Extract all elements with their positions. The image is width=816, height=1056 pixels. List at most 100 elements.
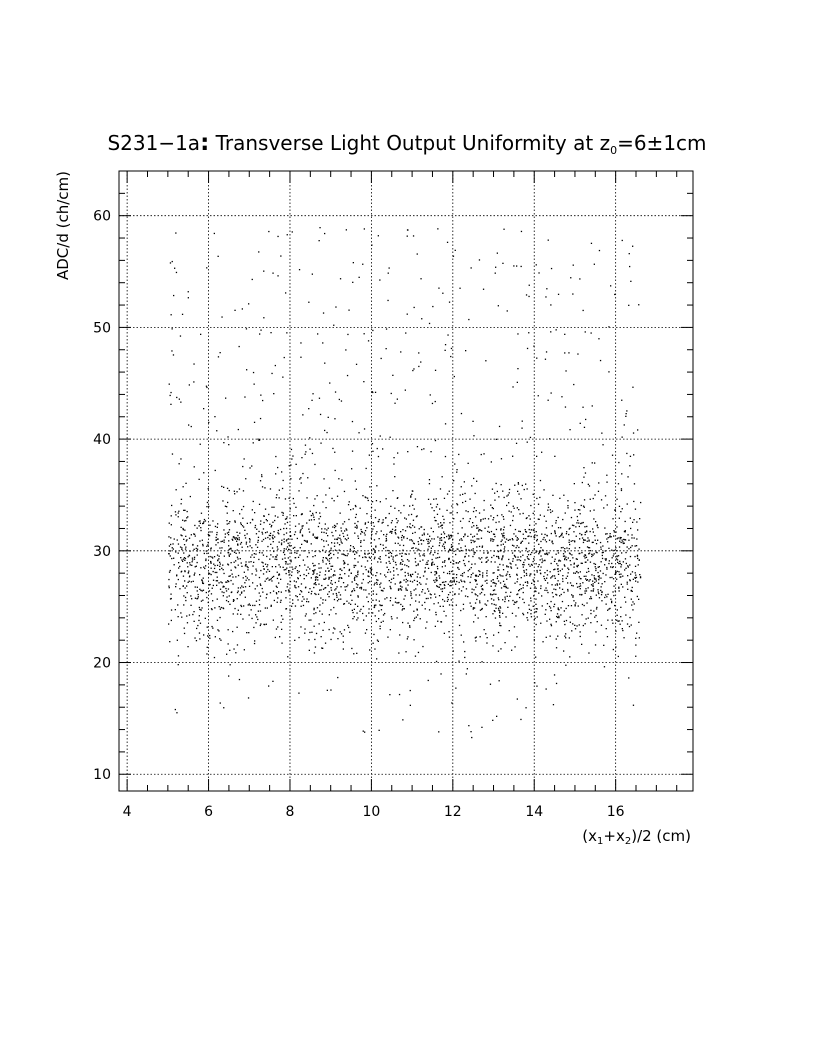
scatter-point [569, 582, 572, 584]
scatter-point [314, 576, 317, 578]
scatter-point [449, 537, 451, 539]
scatter-point [169, 598, 172, 600]
scatter-point [588, 485, 591, 487]
scatter-point [570, 540, 572, 542]
scatter-point [402, 621, 404, 624]
scatter-point [328, 628, 330, 631]
scatter-point [514, 555, 516, 557]
scatter-point [540, 566, 542, 568]
scatter-point [542, 560, 544, 562]
scatter-point [511, 649, 513, 651]
scatter-point [467, 535, 469, 537]
scatter-point [401, 586, 403, 588]
scatter-point [609, 533, 611, 535]
scatter-point [430, 451, 432, 453]
scatter-point [278, 574, 281, 576]
scatter-point [222, 569, 224, 571]
scatter-point [353, 616, 355, 618]
scatter-point [439, 542, 441, 544]
scatter-point [597, 490, 600, 492]
scatter-point [495, 521, 497, 524]
scatter-point [423, 553, 425, 555]
scatter-point [488, 531, 490, 533]
scatter-point [449, 522, 451, 524]
scatter-point [440, 588, 442, 590]
scatter-point [170, 524, 172, 526]
scatter-point [269, 592, 272, 594]
scatter-point [334, 581, 336, 584]
scatter-point [438, 287, 440, 289]
scatter-point [623, 542, 625, 544]
scatter-point [476, 527, 478, 529]
scatter-point [317, 579, 319, 581]
scatter-point [173, 294, 175, 297]
scatter-point [310, 543, 312, 545]
scatter-point [619, 623, 621, 625]
scatter-point [565, 607, 567, 610]
scatter-point [413, 526, 416, 528]
scatter-point [486, 637, 488, 639]
scatter-point [270, 332, 272, 334]
scatter-point [533, 345, 535, 347]
scatter-point [435, 498, 437, 500]
scatter-point [324, 528, 326, 530]
scatter-point [408, 526, 411, 528]
scatter-point [620, 488, 623, 490]
scatter-point [551, 525, 553, 527]
scatter-point [351, 591, 353, 593]
scatter-point [413, 619, 415, 622]
scatter-point [472, 420, 474, 422]
scatter-point [526, 488, 528, 490]
scatter-point [513, 603, 515, 605]
scatter-point [426, 538, 428, 541]
scatter-point [423, 448, 425, 450]
scatter-point [256, 528, 258, 530]
scatter-point [263, 521, 265, 524]
scatter-point [580, 578, 582, 580]
scatter-point [348, 626, 350, 629]
scatter-point [273, 531, 275, 533]
scatter-point [285, 527, 288, 530]
scatter-point [372, 391, 374, 394]
scatter-point [275, 585, 277, 587]
scatter-point [435, 577, 438, 579]
scatter-point [481, 661, 483, 663]
scatter-point [330, 549, 332, 551]
scatter-point [209, 573, 211, 575]
scatter-point [322, 312, 325, 314]
scatter-point [508, 558, 510, 561]
scatter-point [199, 588, 201, 590]
scatter-point [191, 561, 193, 563]
scatter-point [233, 599, 235, 601]
scatter-point [344, 562, 346, 564]
scatter-point [510, 511, 512, 513]
scatter-point [490, 515, 492, 517]
scatter-point [626, 452, 628, 455]
scatter-point [201, 590, 203, 592]
scatter-point [597, 589, 599, 591]
scatter-point [551, 592, 554, 594]
scatter-point [464, 545, 466, 547]
scatter-point [394, 601, 397, 603]
scatter-point [227, 601, 230, 603]
scatter-point [275, 592, 278, 594]
scatter-point [437, 568, 439, 570]
scatter-point [226, 653, 228, 655]
scatter-point [229, 548, 231, 550]
scatter-point [304, 564, 306, 566]
scatter-point [254, 640, 256, 642]
title-tail: =6±1cm [617, 131, 706, 155]
scatter-point [308, 649, 310, 651]
scatter-point [479, 558, 481, 560]
scatter-point [480, 520, 482, 522]
scatter-point [569, 527, 571, 529]
scatter-point [532, 560, 534, 563]
scatter-point [340, 586, 342, 588]
scatter-point [492, 507, 494, 510]
scatter-point [369, 567, 371, 569]
scatter-point [481, 546, 483, 548]
scatter-point [613, 553, 615, 555]
scatter-point [208, 535, 211, 537]
scatter-point [200, 512, 203, 514]
scatter-point [264, 537, 267, 539]
